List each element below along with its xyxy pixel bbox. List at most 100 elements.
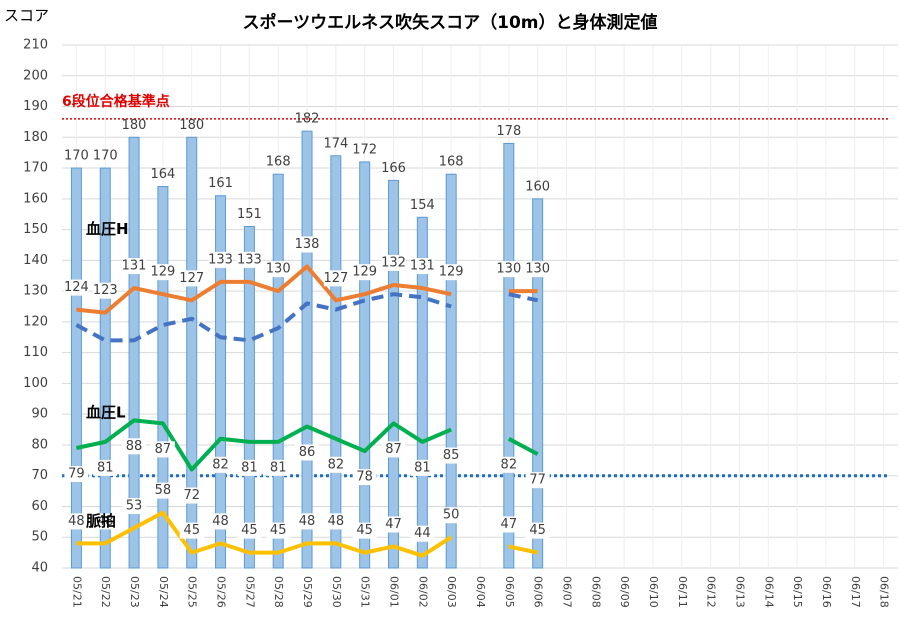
- bar: [301, 130, 313, 569]
- line-value-label: 130: [496, 262, 521, 277]
- line: [507, 437, 539, 456]
- bar: [186, 136, 198, 569]
- label-box: [150, 264, 175, 281]
- bar-value-label: 154: [410, 198, 435, 213]
- line: [508, 544, 539, 555]
- label-box: [237, 251, 262, 268]
- y-tick-label: 110: [23, 345, 48, 360]
- y-tick-label: 90: [31, 407, 48, 422]
- bar: [445, 173, 457, 569]
- bar: [215, 195, 227, 569]
- line: [76, 510, 453, 558]
- line-value-label: 82: [328, 457, 345, 472]
- y-tick-label: 60: [31, 499, 48, 514]
- line-value-label: 48: [97, 514, 114, 529]
- line-value-label: 48: [212, 514, 229, 529]
- x-tick-label: 05/23: [128, 576, 141, 608]
- x-tick-label: 06/02: [416, 576, 429, 608]
- line-value-label: 81: [414, 460, 431, 475]
- line-value-label: 87: [155, 442, 172, 457]
- line-value-label: 133: [237, 252, 262, 267]
- line-value-label: 87: [385, 442, 402, 457]
- x-tick-label: 06/08: [589, 576, 602, 608]
- bar-value-label: 174: [323, 136, 348, 151]
- bar: [157, 186, 169, 569]
- y-tick-label: 140: [23, 253, 48, 268]
- bar: [532, 198, 544, 569]
- y-tick-label: 160: [23, 191, 48, 206]
- label-box: [439, 447, 464, 464]
- bar: [503, 142, 515, 569]
- y-tick-label: 100: [23, 376, 48, 391]
- series-label: 血圧L: [86, 404, 126, 422]
- x-tick-label: 05/31: [359, 576, 372, 608]
- x-tick-label: 05/30: [330, 576, 343, 608]
- label-box: [150, 441, 175, 458]
- line-value-label: 123: [93, 283, 118, 298]
- label-box: [64, 279, 89, 296]
- bar: [388, 179, 400, 569]
- line-value-label: 129: [439, 265, 464, 280]
- x-tick-label: 06/16: [820, 576, 833, 608]
- label-box: [496, 261, 521, 278]
- line-value-label: 132: [381, 255, 406, 270]
- reference-label: 6段位合格基準点: [62, 93, 170, 110]
- line-value-label: 129: [150, 265, 175, 280]
- label-box: [266, 459, 291, 476]
- label-box: [93, 513, 118, 530]
- line-value-label: 133: [208, 252, 233, 267]
- bar: [243, 226, 255, 569]
- label-box: [410, 459, 435, 476]
- bar-value-label: 182: [295, 112, 320, 127]
- series-label: 血圧H: [86, 220, 129, 238]
- bar: [330, 155, 342, 569]
- label-box: [323, 270, 348, 287]
- label-box: [525, 261, 550, 278]
- chart-title: スポーツウエルネス吹矢スコア（10m）と身体測定値: [242, 12, 657, 33]
- y-tick-label: 40: [31, 561, 48, 576]
- line-value-label: 47: [385, 517, 402, 532]
- label-box: [410, 525, 435, 542]
- bar-value-label: 170: [93, 149, 118, 164]
- bar-value-label: 168: [439, 155, 464, 170]
- label-box: [352, 522, 377, 539]
- x-tick-label: 06/06: [532, 576, 545, 608]
- bar-value-label: 178: [496, 124, 521, 139]
- line-value-label: 48: [68, 514, 85, 529]
- line-value-label: 47: [501, 517, 518, 532]
- line-value-label: 124: [64, 280, 89, 295]
- y-tick-label: 180: [23, 130, 48, 145]
- label-box: [295, 444, 320, 461]
- x-tick-label: 05/21: [70, 576, 83, 608]
- line: [75, 418, 452, 472]
- line-value-label: 81: [97, 460, 114, 475]
- label-box: [496, 456, 521, 473]
- line-value-label: 131: [122, 259, 147, 274]
- bar-value-label: 180: [122, 118, 147, 133]
- line-value-label: 127: [323, 271, 348, 286]
- line-value-label: 45: [529, 523, 546, 538]
- label-box: [295, 236, 320, 253]
- line-value-label: 45: [356, 523, 373, 538]
- x-tick-label: 06/14: [762, 576, 775, 608]
- line-value-label: 85: [443, 448, 460, 463]
- x-tick-label: 05/27: [243, 576, 256, 608]
- x-tick-label: 06/01: [388, 576, 401, 608]
- label-box: [266, 261, 291, 278]
- bar: [99, 167, 111, 569]
- label-box: [179, 522, 204, 539]
- bar: [70, 167, 82, 569]
- label-box: [179, 487, 204, 504]
- bar-value-label: 172: [352, 142, 377, 157]
- line-value-label: 45: [183, 523, 200, 538]
- line-value-label: 88: [126, 439, 143, 454]
- label-box: [179, 270, 204, 287]
- y-tick-label: 120: [23, 314, 48, 329]
- line-value-label: 82: [212, 457, 229, 472]
- y-tick-label: 190: [23, 99, 48, 114]
- line-value-label: 48: [299, 514, 316, 529]
- line-value-label: 53: [126, 499, 143, 514]
- label-box: [237, 522, 262, 539]
- label-box: [122, 438, 147, 455]
- line-value-label: 45: [270, 523, 287, 538]
